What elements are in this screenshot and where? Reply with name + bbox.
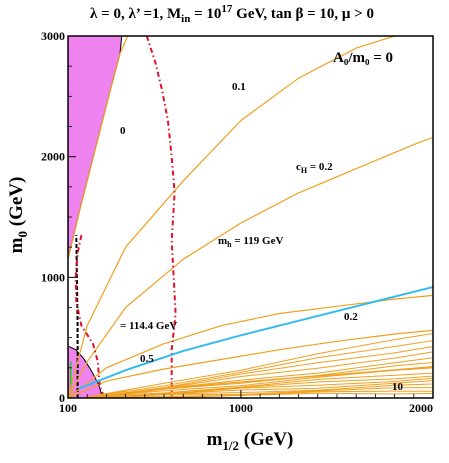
x-tick-label: 2000 [409,401,433,415]
ch-10-label: 10 [392,381,404,393]
title-suffix: GeV, tan β = 10, μ > 0 [232,6,374,22]
xlabel-rest: (GeV) [239,429,293,450]
series-ch-02b [68,294,433,398]
title-mid: = 10 [190,6,221,22]
series-gm2 [79,286,433,390]
plot-frame [67,35,434,399]
title-sup: 17 [221,3,233,15]
series-ch-02 [68,136,433,398]
fan-contour-line [87,346,433,398]
y-tick-label: 1000 [41,270,65,284]
ch-02-sub: H [301,166,308,175]
ch-0-label: 0 [120,125,126,137]
fan-contour-line [87,387,433,398]
ch-02-label: cH = 0.2 [296,161,333,175]
title-sub: in [181,13,190,25]
y-tick-label: 3000 [41,29,65,43]
fan-contour-line [87,367,433,398]
ch-01-label: 0.1 [232,81,246,93]
series-ch-0 [68,36,129,260]
mh-119-sub: h [227,240,232,249]
mh-119-m: m [218,235,227,247]
fan-contour-line [87,333,433,398]
ch-05-label: 0.5 [140,353,154,365]
fan-contour-line [87,372,433,398]
fan-contour-line [87,340,433,398]
ch-02-c: c [296,161,301,173]
mh-119-label: mh = 119 GeV [218,235,283,249]
ylabel-sub: 0 [15,231,30,238]
chart-title: λ = 0, λ’ =1, Min = 1017 GeV, tan β = 10… [90,3,374,25]
mh-1144-label: = 114.4 GeV [120,320,177,332]
x-tick-label: 100 [59,401,77,415]
ylabel-main: m [6,237,27,253]
chargino-bound [75,235,79,398]
y-tick-label: 2000 [41,150,65,164]
wmap-strip [69,361,72,390]
x-tick-label: 1000 [229,401,253,415]
fan-contour-line [87,390,433,398]
y-tick-label: 0 [59,391,65,405]
ylabel-rest: (GeV) [6,177,27,231]
ch-02-value: = 0.2 [307,161,333,173]
series-ch-05 [68,329,433,398]
regions-layer [68,36,123,398]
xlabel-sub: 1/2 [222,438,239,453]
xlabel-main: m [207,429,223,450]
title-prefix: λ = 0, λ’ =1, M [90,6,181,22]
fan-contour-line [87,362,433,398]
fan-contour-line [88,383,433,398]
series-higgs-119 [145,36,177,398]
a0-annotation: A₀/m₀ = 0 [333,50,393,66]
y-axis-title: m0 (GeV) [6,177,30,254]
mh-119-value: = 119 GeV [232,235,284,247]
ch-02b-label: 0.2 [344,311,358,323]
x-axis-title: m1/2 (GeV) [207,429,294,453]
